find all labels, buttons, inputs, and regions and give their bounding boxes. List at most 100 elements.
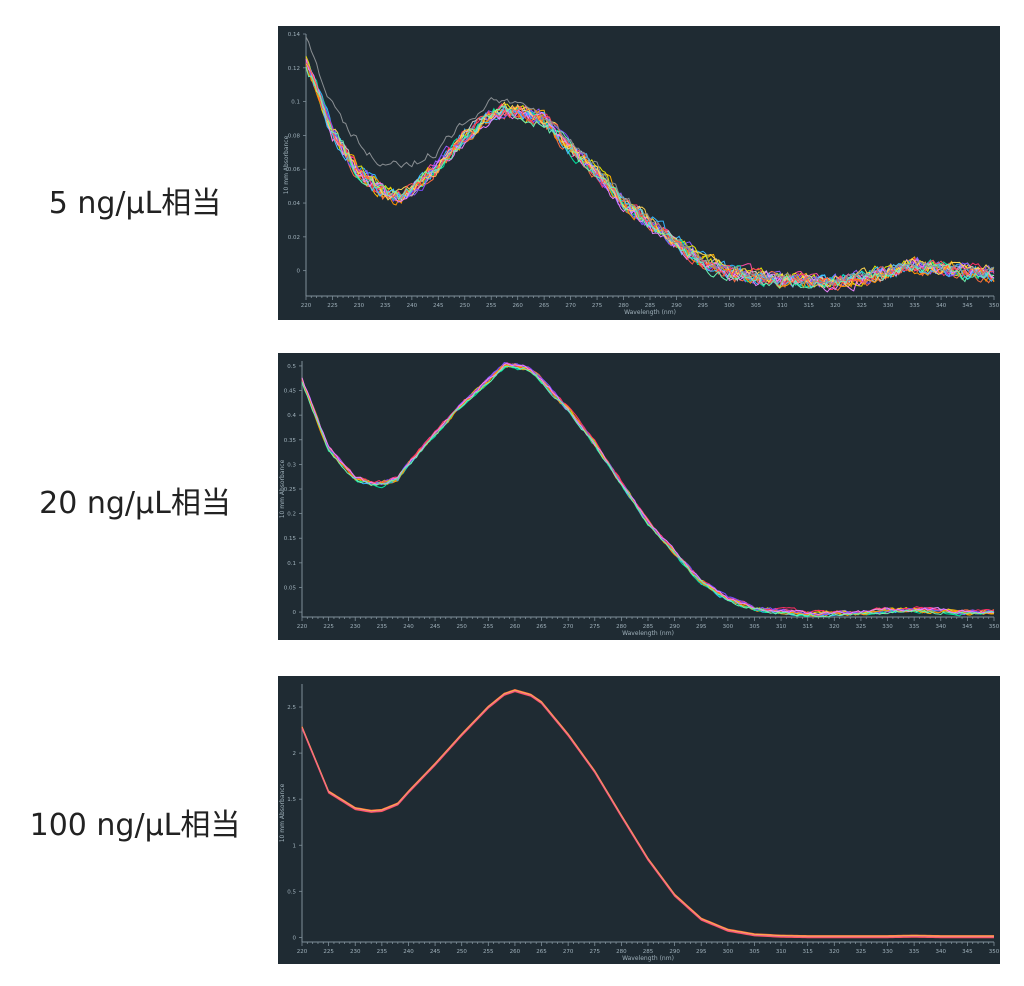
y-tick-label: 0.15 (284, 536, 297, 542)
series-line (305, 62, 995, 287)
x-tick-label: 280 (618, 303, 629, 309)
x-tick-label: 325 (856, 949, 867, 955)
y-tick-label: 0.4 (287, 413, 296, 419)
x-axis-title: Wavelength (nm) (622, 630, 674, 637)
series-line (305, 58, 995, 293)
x-tick-label: 275 (590, 949, 601, 955)
row-label-20: 20 ng/μL相当 (39, 486, 231, 521)
y-axis-title: 10 mm Absorbance (279, 459, 286, 518)
x-tick-label: 275 (590, 624, 601, 630)
x-tick-label: 240 (407, 303, 418, 309)
x-axis-title: Wavelength (nm) (622, 955, 674, 962)
y-tick-label: 0 (293, 610, 297, 616)
x-tick-label: 255 (486, 303, 497, 309)
x-tick-label: 280 (616, 624, 627, 630)
y-tick-label: 0.12 (288, 66, 300, 72)
x-tick-label: 220 (297, 624, 308, 630)
series-line (301, 690, 994, 938)
x-tick-label: 330 (882, 949, 893, 955)
y-tick-label: 0 (293, 935, 297, 941)
y-tick-label: 1 (293, 843, 297, 849)
chart-panel-100: 220 225 230 235 240 245 250 255 260 265 270 275 280 2… (278, 676, 1000, 964)
x-tick-label: 225 (323, 949, 334, 955)
series-line (305, 60, 995, 285)
x-tick-label: 265 (536, 949, 547, 955)
series-line (301, 361, 995, 615)
y-tick-label: 0.5 (287, 364, 296, 370)
x-tick-label: 235 (377, 949, 388, 955)
x-tick-label: 315 (802, 624, 813, 630)
y-tick-label: 0.02 (288, 235, 300, 241)
chart-panel-5: 220 225 230 235 240 245 250 255 260 265 270 275 280 2… (278, 26, 1000, 320)
y-tick-label: 0.1 (287, 561, 296, 567)
x-tick-label: 225 (323, 624, 334, 630)
x-tick-label: 270 (563, 624, 574, 630)
series-line (305, 56, 995, 288)
x-tick-label: 305 (749, 949, 760, 955)
x-tick-label: 315 (802, 949, 813, 955)
x-tick-label: 320 (829, 949, 840, 955)
x-tick-label: 285 (643, 624, 654, 630)
x-tick-label: 305 (749, 624, 760, 630)
x-tick-label: 340 (936, 624, 947, 630)
chart-panel-20: 220 225 230 235 240 245 250 255 260 265 270 275 280 2… (278, 353, 1000, 640)
x-tick-label: 320 (829, 624, 840, 630)
x-tick-label: 245 (430, 949, 441, 955)
series-line (301, 365, 995, 618)
y-tick-label: 0.25 (284, 487, 297, 493)
x-tick-label: 240 (403, 624, 414, 630)
x-tick-label: 250 (456, 624, 467, 630)
x-tick-label: 245 (430, 624, 441, 630)
x-tick-label: 300 (723, 949, 734, 955)
x-tick-label: 295 (696, 949, 707, 955)
series-line (305, 63, 995, 289)
x-tick-label: 305 (751, 303, 762, 309)
x-tick-label: 230 (350, 949, 361, 955)
x-tick-label: 325 (856, 303, 867, 309)
x-tick-label: 335 (909, 949, 920, 955)
x-tick-label: 350 (989, 949, 1000, 955)
x-tick-label: 275 (592, 303, 603, 309)
series-line (301, 362, 995, 616)
y-tick-label: 2 (293, 751, 297, 757)
series-line (301, 362, 995, 616)
series-line (305, 62, 995, 286)
x-tick-label: 260 (510, 949, 521, 955)
series-line (305, 66, 995, 289)
x-tick-label: 240 (403, 949, 414, 955)
x-tick-label: 235 (380, 303, 391, 309)
x-tick-label: 350 (989, 303, 1000, 309)
series-line (301, 362, 995, 617)
x-tick-label: 265 (536, 624, 547, 630)
y-tick-label: 0.08 (288, 133, 301, 139)
y-tick-label: 0.35 (284, 438, 297, 444)
series-line (301, 362, 995, 617)
x-tick-label: 330 (882, 624, 893, 630)
x-tick-label: 285 (643, 949, 654, 955)
x-tick-label: 270 (563, 949, 574, 955)
series-line (305, 56, 995, 288)
series-line (305, 62, 995, 288)
x-tick-label: 235 (377, 624, 388, 630)
x-tick-label: 270 (565, 303, 576, 309)
x-tick-label: 350 (989, 624, 1000, 630)
series-line (305, 57, 995, 288)
x-tick-label: 260 (512, 303, 523, 309)
x-tick-label: 345 (962, 303, 973, 309)
x-tick-label: 285 (645, 303, 656, 309)
series-line (305, 62, 995, 289)
series-line-outlier (305, 36, 995, 287)
x-tick-label: 340 (936, 949, 947, 955)
x-tick-label: 325 (856, 624, 867, 630)
x-tick-label: 295 (696, 624, 707, 630)
x-tick-label: 260 (510, 624, 521, 630)
x-tick-label: 230 (350, 624, 361, 630)
x-tick-label: 220 (301, 303, 312, 309)
x-tick-label: 230 (354, 303, 365, 309)
series-line (301, 690, 994, 938)
series-line (301, 689, 994, 937)
y-tick-label: 1.5 (287, 797, 296, 803)
y-tick-label: 0.45 (284, 389, 297, 395)
y-tick-label: 0.06 (288, 167, 301, 173)
y-tick-label: 0.05 (284, 585, 297, 591)
